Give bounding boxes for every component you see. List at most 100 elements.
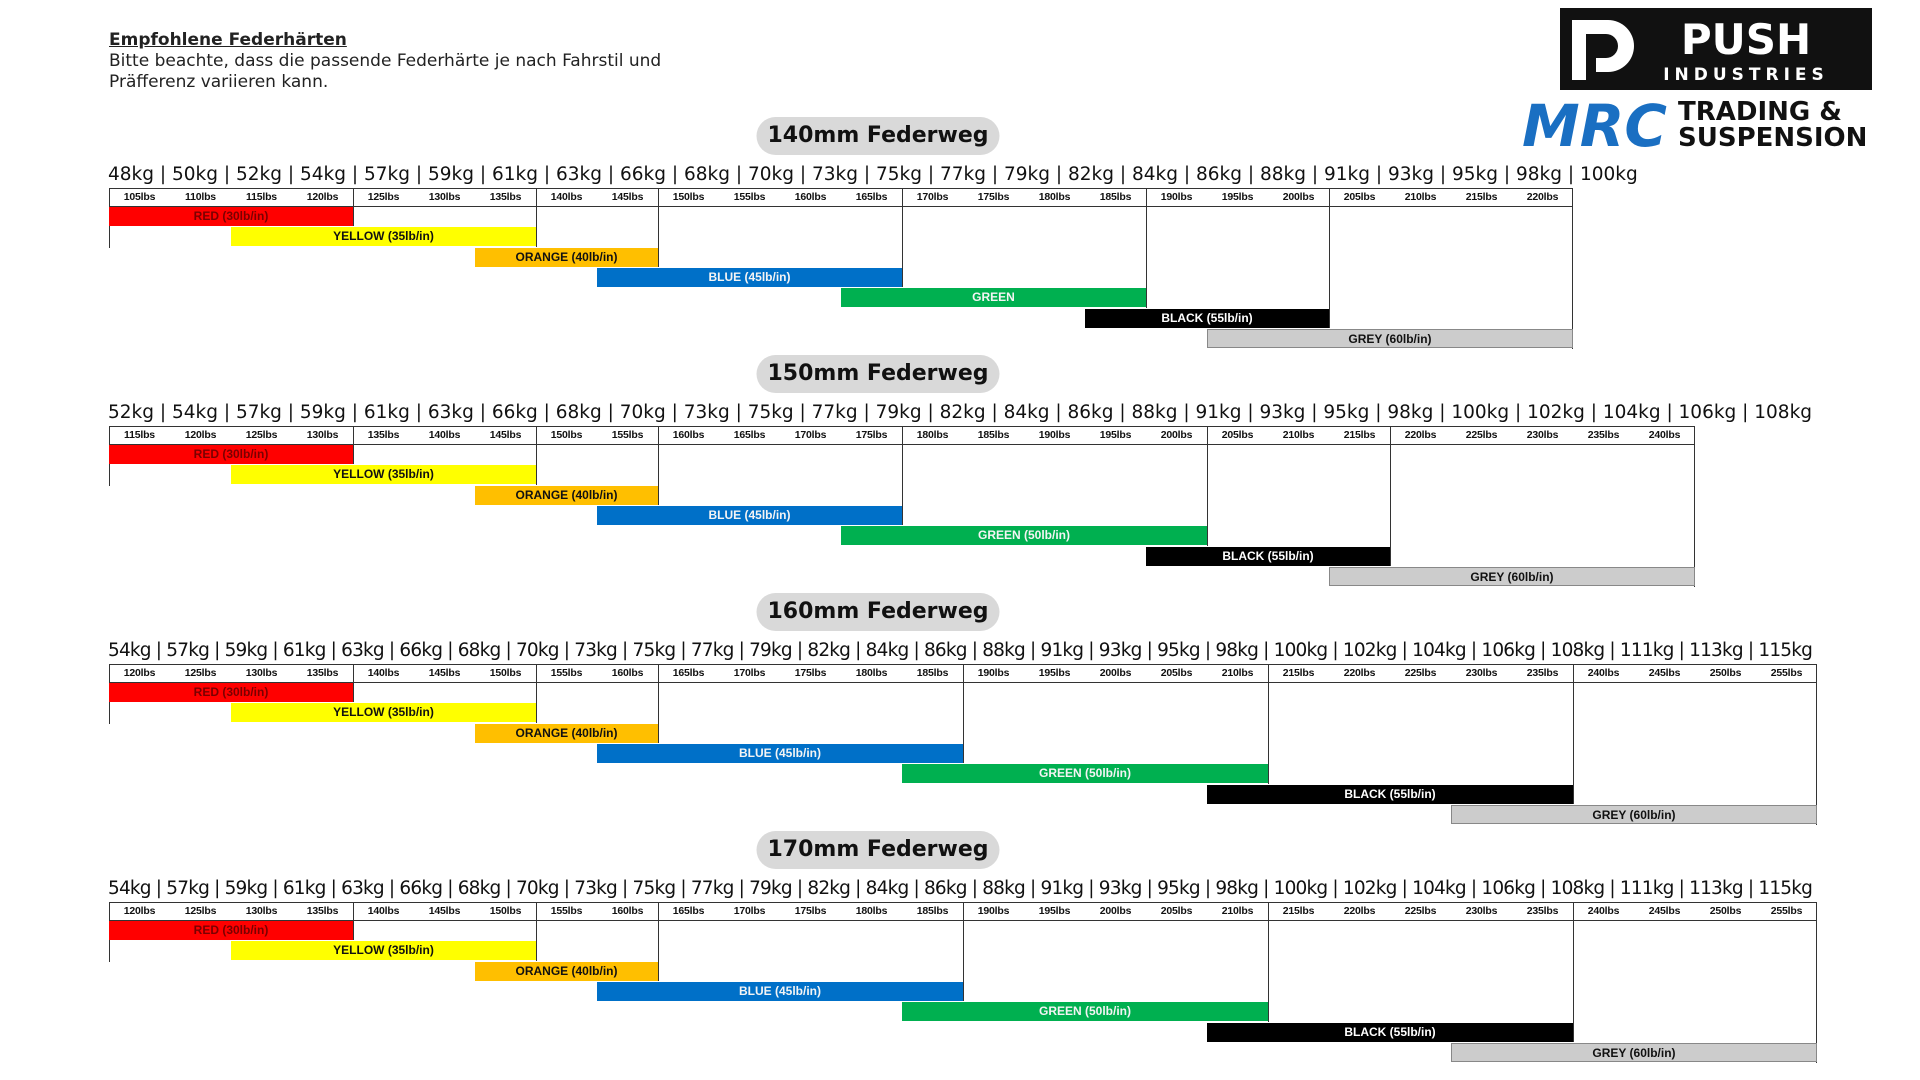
lbs-label: 140lbs <box>428 429 461 441</box>
kg-label: 77kg <box>690 640 735 661</box>
chart-title: 140mm Federweg <box>756 117 1000 155</box>
lbs-label: 135lbs <box>489 191 522 203</box>
lbs-label: 250lbs <box>1709 905 1742 917</box>
kg-label: 84kg <box>865 640 910 661</box>
spring-bar-black: BLACK (55lb/in) <box>1146 546 1390 566</box>
lbs-label: 165lbs <box>855 191 888 203</box>
section-150mm: 150mm Federweg 52kg | 54kg | 57kg | 59kg … <box>0 355 1920 595</box>
lbs-label: 155lbs <box>550 667 583 679</box>
mrc-wordmark: MRC <box>1522 92 1667 156</box>
lbs-label: 215lbs <box>1343 429 1376 441</box>
grid-separator-line <box>353 664 354 703</box>
lbs-label: 145lbs <box>428 905 461 917</box>
section-140mm: 140mm Federweg 48kg | 50kg | 52kg | 54kg … <box>0 117 1920 357</box>
kg-label: 104kg <box>1412 640 1467 661</box>
lbs-label: 200lbs <box>1160 429 1193 441</box>
chart-title: 150mm Federweg <box>756 355 1000 393</box>
lbs-label: 225lbs <box>1404 905 1437 917</box>
intro-heading: Empfohlene Federhärten <box>109 30 347 50</box>
spring-grid: 115lbs 120lbs 125lbs 130lbs 135lbs 140lbs 145l… <box>109 426 1695 596</box>
grid-right-line <box>1816 664 1817 826</box>
kg-label: 61kg <box>282 640 327 661</box>
spring-bar-orange: ORANGE (40lb/in) <box>475 723 658 743</box>
kg-label: 70kg <box>748 164 794 185</box>
lbs-label: 110lbs <box>185 191 216 203</box>
kg-label: 95kg <box>1157 878 1201 899</box>
grid-separator-line <box>353 902 354 941</box>
lbs-label: 135lbs <box>367 429 400 441</box>
grid-separator-line <box>1268 902 1269 1022</box>
lbs-label: 205lbs <box>1343 191 1376 203</box>
kg-label: 61kg <box>492 164 538 185</box>
lbs-label: 230lbs <box>1526 429 1559 441</box>
kg-label: 59kg <box>224 878 269 899</box>
lbs-label: 235lbs <box>1526 667 1559 679</box>
lbs-label: 150lbs <box>550 429 583 441</box>
lbs-label: 230lbs <box>1465 905 1498 917</box>
spring-bar-grey: GREY (60lb/in) <box>1451 804 1817 824</box>
kg-label: 102kg <box>1342 878 1398 899</box>
lbs-label: 240lbs <box>1648 429 1681 441</box>
lbs-label: 135lbs <box>306 667 339 679</box>
grid-separator-line <box>658 902 659 981</box>
intro-line-2: Präfferenz variieren kann. <box>109 72 329 92</box>
lbs-label: 190lbs <box>1160 191 1193 203</box>
kg-label: 102kg <box>1527 402 1585 423</box>
grid-separator-line <box>353 188 354 227</box>
section-160mm: 160mm Federweg 54kg | 57kg | 59kg | 61kg … <box>0 593 1920 833</box>
lbs-label: 220lbs <box>1343 905 1376 917</box>
grid-separator-line <box>658 188 659 267</box>
kg-label: 98kg <box>1387 402 1434 423</box>
lbs-label: 195lbs <box>1221 191 1254 203</box>
lbs-label: 210lbs <box>1282 429 1315 441</box>
kg-label: 73kg <box>683 402 730 423</box>
grid-separator-line <box>658 426 659 505</box>
lbs-label: 170lbs <box>733 667 766 679</box>
lbs-label: 150lbs <box>672 191 705 203</box>
lbs-label: 155lbs <box>550 905 583 917</box>
lbs-label: 215lbs <box>1465 191 1498 203</box>
lbs-label: 200lbs <box>1099 667 1132 679</box>
lbs-label: 220lbs <box>1343 667 1376 679</box>
lbs-label: 120lbs <box>306 191 339 203</box>
lbs-label: 150lbs <box>489 905 522 917</box>
spring-bar-green: GREEN <box>841 288 1146 308</box>
spring-bar-green: GREEN (50lb/in) <box>902 764 1268 784</box>
kg-label: 88kg <box>1260 164 1306 185</box>
grid-separator-line <box>902 188 903 288</box>
lbs-label: 225lbs <box>1404 667 1437 679</box>
kg-label: 91kg <box>1040 878 1085 899</box>
lbs-label: 160lbs <box>672 429 705 441</box>
kg-label: 113kg <box>1689 878 1744 899</box>
kg-label: 93kg <box>1098 640 1143 661</box>
kg-label: 98kg <box>1516 164 1562 185</box>
lbs-label: 120lbs <box>184 429 217 441</box>
kg-label: 52kg <box>236 164 282 185</box>
lbs-label: 140lbs <box>367 905 400 917</box>
lbs-label: 175lbs <box>794 667 827 679</box>
spring-bar-red: RED (30lb/in) <box>109 207 353 226</box>
grid-separator-line <box>536 664 537 723</box>
kg-label: 100kg <box>1273 878 1329 899</box>
lbs-label: 240lbs <box>1587 667 1620 679</box>
spring-bar-red: RED (30lb/in) <box>109 445 353 464</box>
kg-label: 75kg <box>632 640 677 661</box>
lbs-label: 115lbs <box>246 191 277 203</box>
kg-label: 79kg <box>749 878 793 899</box>
kg-label: 54kg <box>108 878 152 899</box>
lbs-label: 165lbs <box>672 667 705 679</box>
kg-label: 66kg <box>620 164 666 185</box>
lbs-label: 235lbs <box>1587 429 1620 441</box>
kg-label: 59kg <box>224 640 269 661</box>
lbs-label: 255lbs <box>1770 667 1803 679</box>
lbs-label: 220lbs <box>1404 429 1437 441</box>
kg-label: 57kg <box>166 878 210 899</box>
lbs-label: 130lbs <box>428 191 461 203</box>
lbs-label: 140lbs <box>367 667 400 679</box>
lbs-label: 180lbs <box>855 905 888 917</box>
spring-bar-yellow: YELLOW (35lb/in) <box>231 941 536 961</box>
lbs-label: 240lbs <box>1587 905 1620 917</box>
kg-label: 68kg <box>457 878 502 899</box>
kg-label: 77kg <box>690 878 735 899</box>
intro-line-1: Bitte beachte, dass die passende Federhä… <box>109 51 662 71</box>
